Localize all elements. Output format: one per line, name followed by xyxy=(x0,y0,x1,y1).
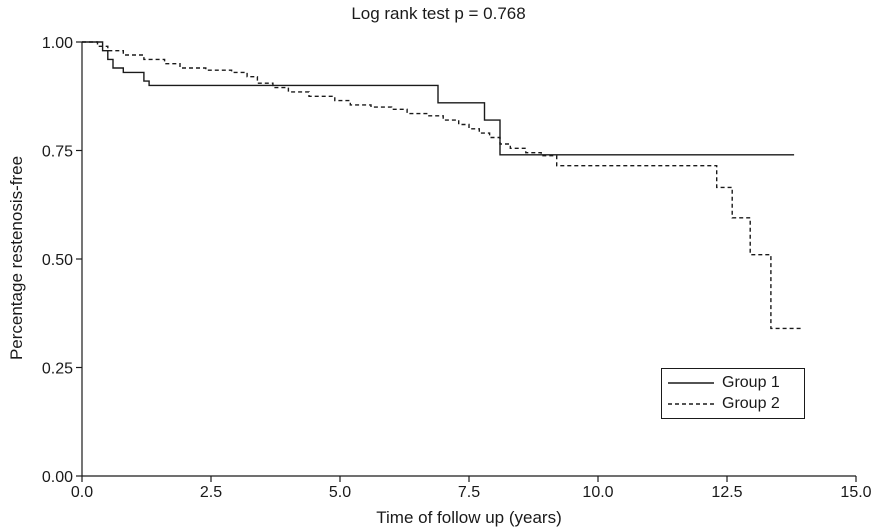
x-tick-label: 12.5 xyxy=(711,484,742,501)
y-axis-label: Percentage restenosis-free xyxy=(7,155,26,361)
legend-item-group-2: Group 2 xyxy=(668,394,780,414)
series-line-group-2 xyxy=(82,41,802,330)
legend-item-group-1: Group 1 xyxy=(668,373,780,393)
legend: Group 1 Group 2 xyxy=(661,368,805,419)
x-tick-label: 7.5 xyxy=(458,484,480,501)
x-tick-label: 0.0 xyxy=(71,484,93,501)
legend-label-group-2: Group 2 xyxy=(722,395,780,412)
y-tick-label: 0.75 xyxy=(42,144,73,161)
y-tick-label: 0.50 xyxy=(42,252,73,269)
y-tick-label: 0.25 xyxy=(42,361,73,378)
y-tick-label: 0.00 xyxy=(42,469,73,486)
legend-dashed-line-icon xyxy=(668,403,714,405)
legend-solid-line-icon xyxy=(668,382,714,384)
ticks: 0.0 2.5 5.0 7.5 10.0 12.5 15.0 0.00 0.25 0.50 0.75… xyxy=(42,35,872,501)
x-axis-label: Time of follow up (years) xyxy=(376,508,562,527)
legend-label-group-1: Group 1 xyxy=(722,374,780,391)
x-tick-label: 10.0 xyxy=(582,484,613,501)
y-tick-label: 1.00 xyxy=(42,35,73,52)
series-layer xyxy=(82,41,802,330)
series-line-group-1 xyxy=(82,41,795,156)
x-tick-label: 5.0 xyxy=(329,484,351,501)
chart-title: Log rank test p = 0.768 xyxy=(351,4,526,23)
x-tick-label: 15.0 xyxy=(840,484,871,501)
x-tick-label: 2.5 xyxy=(200,484,222,501)
